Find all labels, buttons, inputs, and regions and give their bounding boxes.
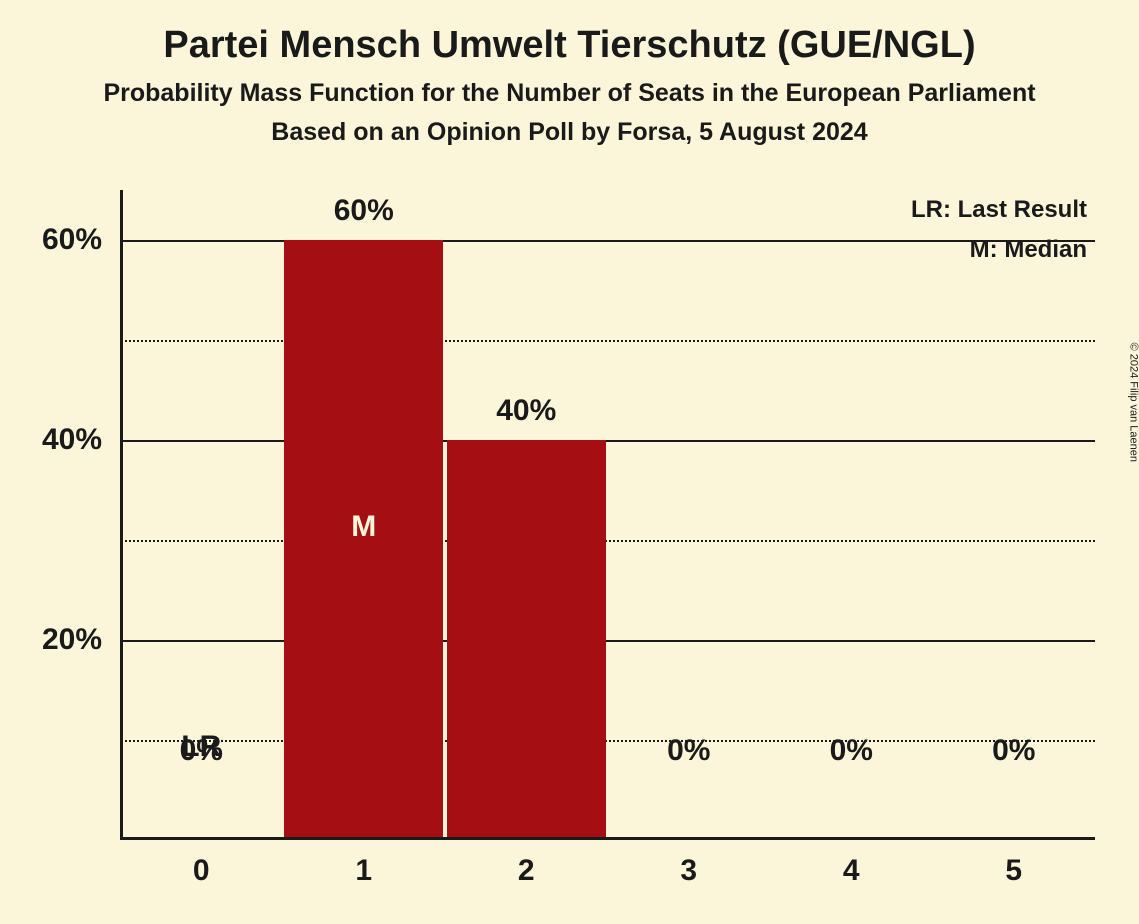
x-axis-tick-label: 3 xyxy=(680,854,697,888)
y-axis-tick-label: 60% xyxy=(42,223,102,257)
x-axis-tick-label: 5 xyxy=(1005,854,1022,888)
x-axis-tick-label: 1 xyxy=(355,854,372,888)
grid-minor xyxy=(120,740,1095,742)
chart-subtitle-2: Based on an Opinion Poll by Forsa, 5 Aug… xyxy=(0,118,1139,147)
x-axis-line xyxy=(120,837,1095,840)
legend-lr: LR: Last Result xyxy=(911,196,1087,224)
grid-major xyxy=(120,640,1095,642)
x-axis-tick-label: 0 xyxy=(193,854,210,888)
bar-value-label: 60% xyxy=(334,194,394,228)
grid-major xyxy=(120,240,1095,242)
chart-legend: LR: Last Result M: Median xyxy=(911,196,1087,276)
bar-value-label: 0% xyxy=(992,734,1035,768)
bar-value-label: 40% xyxy=(496,394,556,428)
copyright-text: © 2024 Filip van Laenen xyxy=(1127,343,1139,462)
y-axis-line xyxy=(120,190,123,840)
grid-minor xyxy=(120,540,1095,542)
x-axis-tick-label: 4 xyxy=(843,854,860,888)
chart-title: Partei Mensch Umwelt Tierschutz (GUE/NGL… xyxy=(0,24,1139,67)
y-axis-tick-label: 20% xyxy=(42,623,102,657)
grid-major xyxy=(120,440,1095,442)
bar xyxy=(447,440,606,840)
lr-marker: LR xyxy=(181,730,221,764)
bar-value-label: 0% xyxy=(667,734,710,768)
y-axis-tick-label: 40% xyxy=(42,423,102,457)
median-marker: M xyxy=(351,510,376,544)
titles-block: Partei Mensch Umwelt Tierschutz (GUE/NGL… xyxy=(0,0,1139,147)
bar-value-label: 0% xyxy=(830,734,873,768)
chart-subtitle-1: Probability Mass Function for the Number… xyxy=(0,79,1139,108)
x-axis-tick-label: 2 xyxy=(518,854,535,888)
grid-minor xyxy=(120,340,1095,342)
chart-plot-area: LR: Last Result M: Median 20%40%60%0%LR0… xyxy=(120,190,1095,840)
